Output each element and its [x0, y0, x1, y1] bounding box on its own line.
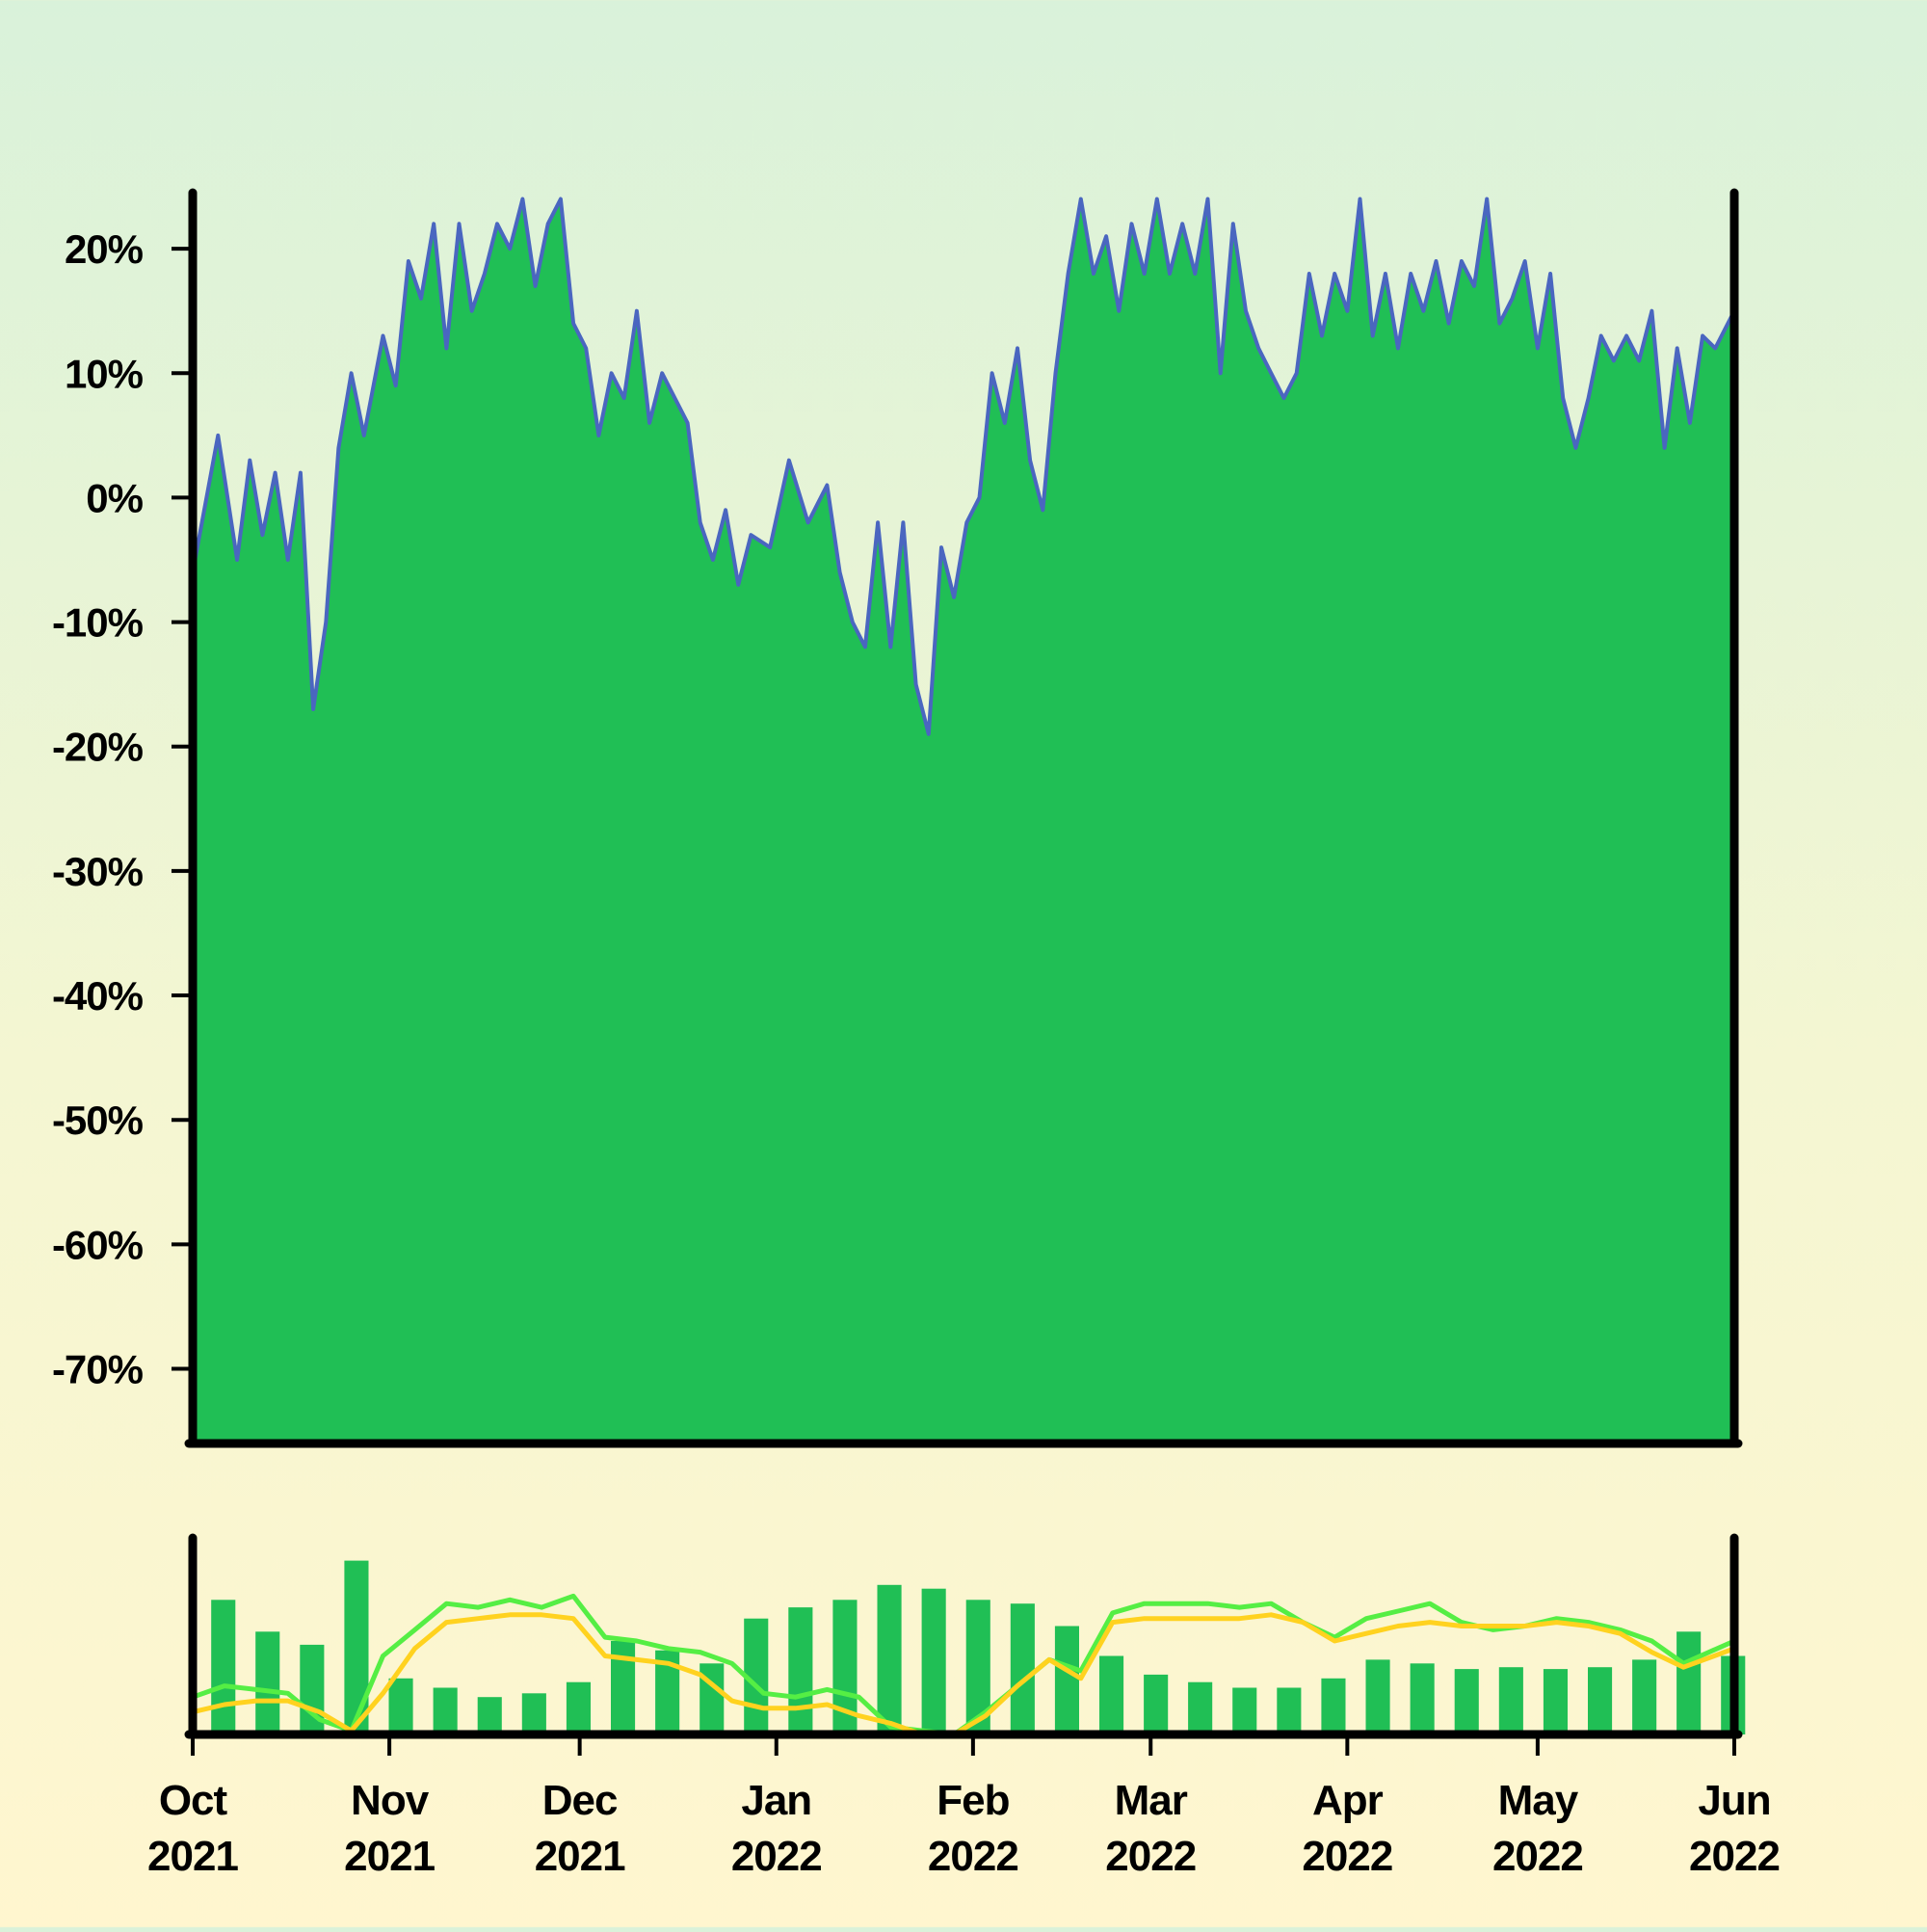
volume-bar	[921, 1588, 946, 1734]
volume-bar	[877, 1584, 902, 1734]
y-tick-label: -10%	[52, 600, 144, 646]
x-tick-month: Dec	[542, 1777, 618, 1824]
volume-bar	[1277, 1687, 1302, 1734]
volume-bar	[1498, 1667, 1523, 1734]
x-tick-year: 2022	[1689, 1833, 1780, 1880]
x-tick-year: 2022	[1105, 1833, 1196, 1880]
volume-bar	[1410, 1663, 1435, 1734]
volume-bar	[1543, 1669, 1568, 1734]
y-tick-label: -20%	[52, 725, 144, 770]
volume-bar	[477, 1697, 502, 1734]
x-tick-year: 2022	[1492, 1833, 1583, 1880]
volume-bar	[1010, 1603, 1035, 1734]
y-tick-label: -50%	[52, 1098, 144, 1143]
x-tick-month: Apr	[1312, 1777, 1384, 1824]
main-plot: 20% 10% 0% -10% -20% -30% -40% -50% -60% -70%	[52, 188, 1743, 1448]
volume-bar	[1321, 1678, 1346, 1734]
volume-bar	[255, 1631, 280, 1734]
x-tick-month: Mar	[1115, 1777, 1188, 1824]
y-tick-label: 20%	[65, 226, 144, 272]
x-tick-year: 2021	[535, 1833, 625, 1880]
x-tick-month: May	[1498, 1777, 1579, 1824]
volume-bar	[1676, 1631, 1702, 1734]
x-tick-month: Jun	[1698, 1777, 1770, 1824]
volume-bar	[521, 1693, 546, 1734]
volume-bar	[1232, 1687, 1257, 1734]
volume-bar	[788, 1607, 813, 1734]
x-axis: Oct 2021 Nov 2021 Dec 2021 Jan 2022 Feb 2022 Mar 20…	[147, 1734, 1781, 1880]
x-tick-month: Nov	[351, 1777, 430, 1824]
volume-bar	[1454, 1669, 1479, 1734]
volume-bar	[1588, 1667, 1613, 1734]
x-tick-year: 2022	[1302, 1833, 1392, 1880]
x-tick-year: 2021	[344, 1833, 435, 1880]
volume-bar	[211, 1600, 236, 1734]
y-tick-label: 10%	[65, 351, 144, 396]
volume-bar	[1054, 1626, 1079, 1734]
volume-bar	[566, 1681, 591, 1734]
volume-bar	[1188, 1681, 1213, 1734]
volume-bar	[1365, 1659, 1390, 1734]
y-tick-label: -40%	[52, 973, 144, 1019]
volume-bar	[1632, 1659, 1657, 1734]
x-tick-year: 2022	[731, 1833, 822, 1880]
x-tick-year: 2022	[928, 1833, 1018, 1880]
x-tick-month: Oct	[159, 1777, 228, 1824]
x-tick-month: Feb	[937, 1777, 1009, 1824]
volume-bar	[388, 1678, 413, 1734]
volume-plot	[184, 1533, 1746, 1739]
volume-bar	[344, 1560, 369, 1734]
y-tick-label: 0%	[86, 475, 143, 520]
x-tick-year: 2021	[147, 1833, 238, 1880]
y-tick-label: -60%	[52, 1222, 144, 1267]
y-tick-label: -30%	[52, 849, 144, 894]
y-tick-label: -70%	[52, 1347, 144, 1392]
volume-bar	[1144, 1674, 1169, 1734]
volume-bar	[433, 1687, 458, 1734]
volume-bar	[1099, 1655, 1124, 1734]
x-tick-month: Jan	[741, 1777, 811, 1824]
area-fill	[193, 198, 1734, 1443]
area-line	[191, 197, 1736, 736]
